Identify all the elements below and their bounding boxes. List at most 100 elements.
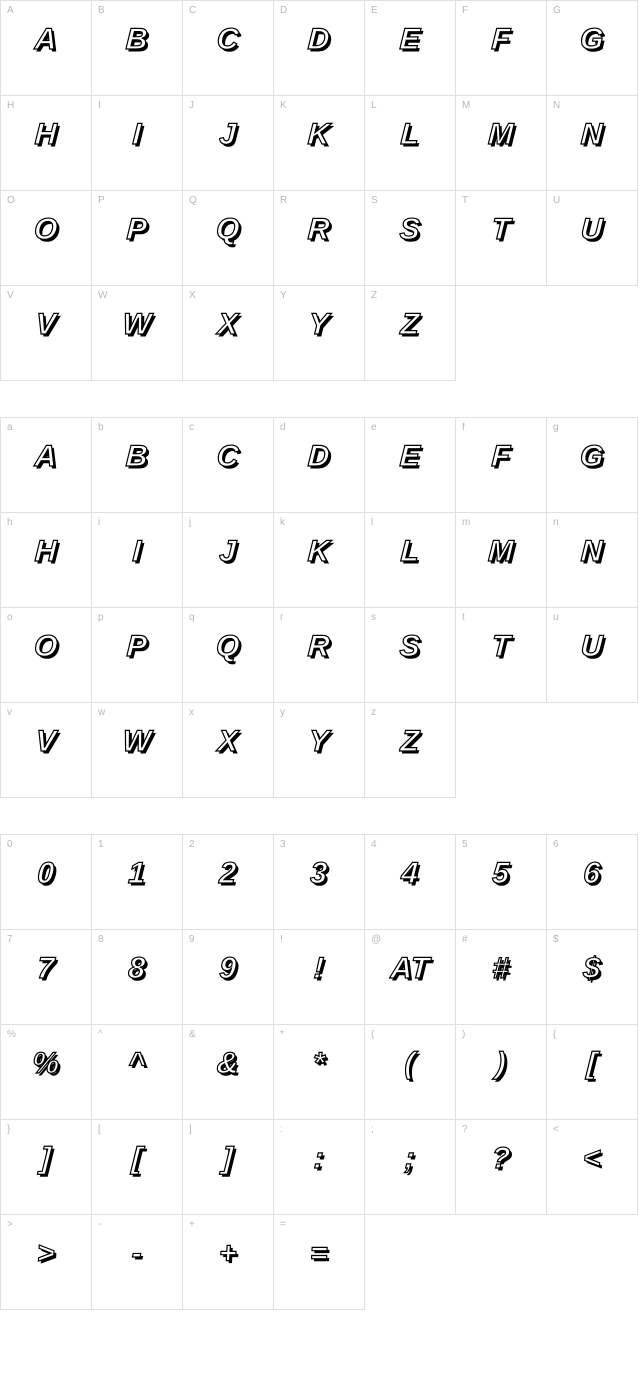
key-label: O: [7, 195, 15, 206]
glyph-display: !: [273, 952, 365, 986]
glyph-display: Y: [273, 308, 365, 342]
glyph-cell: GG: [547, 1, 638, 96]
key-label: j: [189, 517, 191, 528]
section-uppercase: AABBCCDDEEFFGGHHIIJJKKLLMMNNOOPPQQRRSSTT…: [0, 0, 640, 381]
glyph-cell: kK: [274, 513, 365, 608]
glyph-display: 1: [91, 857, 183, 891]
key-label: H: [7, 100, 14, 111]
glyph-cell: 55: [456, 835, 547, 930]
glyph-cell: ;;: [365, 1120, 456, 1215]
glyph-display: W: [91, 725, 183, 759]
glyph-display: 6: [546, 857, 638, 891]
key-label: m: [462, 517, 470, 528]
empty-cell: [456, 703, 547, 798]
glyph-cell: 44: [365, 835, 456, 930]
glyph-display: 2: [182, 857, 274, 891]
key-label: -: [98, 1219, 101, 1230]
glyph-cell: 88: [92, 930, 183, 1025]
glyph-display: (: [364, 1047, 456, 1081]
glyph-display: W: [91, 308, 183, 342]
glyph-cell: 22: [183, 835, 274, 930]
glyph-cell: gG: [547, 418, 638, 513]
glyph-display: *: [273, 1047, 365, 1081]
glyph-cell: FF: [456, 1, 547, 96]
key-label: d: [280, 422, 286, 433]
glyph-display: A: [0, 440, 92, 474]
key-label: D: [280, 5, 287, 16]
glyph-display: 7: [0, 952, 92, 986]
glyph-cell: 00: [1, 835, 92, 930]
key-label: t: [462, 612, 465, 623]
key-label: 4: [371, 839, 377, 850]
empty-cell: [547, 1215, 638, 1310]
empty-cell: [547, 286, 638, 381]
glyph-cell: aA: [1, 418, 92, 513]
glyph-cell: VV: [1, 286, 92, 381]
key-label: Q: [189, 195, 197, 206]
key-label: r: [280, 612, 283, 623]
glyph-display: L: [364, 118, 456, 152]
key-label: F: [462, 5, 468, 16]
glyph-display: [: [546, 1047, 638, 1081]
key-label: P: [98, 195, 105, 206]
glyph-cell: qQ: [183, 608, 274, 703]
key-label: Z: [371, 290, 377, 301]
glyph-display: P: [91, 213, 183, 247]
key-label: w: [98, 707, 105, 718]
key-label: #: [462, 934, 468, 945]
glyph-display: =: [273, 1237, 365, 1271]
empty-cell: [456, 1215, 547, 1310]
glyph-display: B: [91, 23, 183, 57]
key-label: l: [371, 517, 373, 528]
glyph-cell: LL: [365, 96, 456, 191]
glyph-display: F: [455, 23, 547, 57]
glyph-cell: II: [92, 96, 183, 191]
glyph-cell: ::: [274, 1120, 365, 1215]
empty-cell: [365, 1215, 456, 1310]
key-label: !: [280, 934, 283, 945]
glyph-cell: !!: [274, 930, 365, 1025]
character-map: AABBCCDDEEFFGGHHIIJJKKLLMMNNOOPPQQRRSSTT…: [0, 0, 640, 1310]
section-lowercase: aAbBcCdDeEfFgGhHiIjJkKlLmMnNoOpPqQrRsStT…: [0, 417, 640, 798]
glyph-cell: $$: [547, 930, 638, 1025]
key-label: x: [189, 707, 194, 718]
glyph-cell: DD: [274, 1, 365, 96]
glyph-cell: ##: [456, 930, 547, 1025]
glyph-cell: BB: [92, 1, 183, 96]
glyph-cell: YY: [274, 286, 365, 381]
glyph-display: V: [0, 308, 92, 342]
key-label: 7: [7, 934, 13, 945]
glyph-cell: NN: [547, 96, 638, 191]
key-label: R: [280, 195, 287, 206]
glyph-display: F: [455, 440, 547, 474]
glyph-display: T: [455, 630, 547, 664]
glyph-cell: EE: [365, 1, 456, 96]
key-label: >: [7, 1219, 13, 1230]
glyph-display: $: [546, 952, 638, 986]
glyph-display: O: [0, 213, 92, 247]
key-label: ;: [371, 1124, 374, 1135]
glyph-cell: JJ: [183, 96, 274, 191]
key-label: 9: [189, 934, 195, 945]
key-label: s: [371, 612, 376, 623]
glyph-display: 5: [455, 857, 547, 891]
glyph-cell: ZZ: [365, 286, 456, 381]
glyph-display: E: [364, 23, 456, 57]
key-label: y: [280, 707, 285, 718]
glyph-display: H: [0, 118, 92, 152]
key-label: <: [553, 1124, 559, 1135]
glyph-cell: &&: [183, 1025, 274, 1120]
glyph-cell: rR: [274, 608, 365, 703]
glyph-cell: XX: [183, 286, 274, 381]
glyph-cell: cC: [183, 418, 274, 513]
glyph-display: 9: [182, 952, 274, 986]
glyph-display: K: [273, 118, 365, 152]
glyph-cell: pP: [92, 608, 183, 703]
glyph-display: -: [91, 1237, 183, 1271]
key-label: &: [189, 1029, 196, 1040]
glyph-cell: CC: [183, 1, 274, 96]
key-label: (: [371, 1029, 374, 1040]
key-label: I: [98, 100, 101, 111]
glyph-cell: TT: [456, 191, 547, 286]
glyph-display: X: [182, 308, 274, 342]
